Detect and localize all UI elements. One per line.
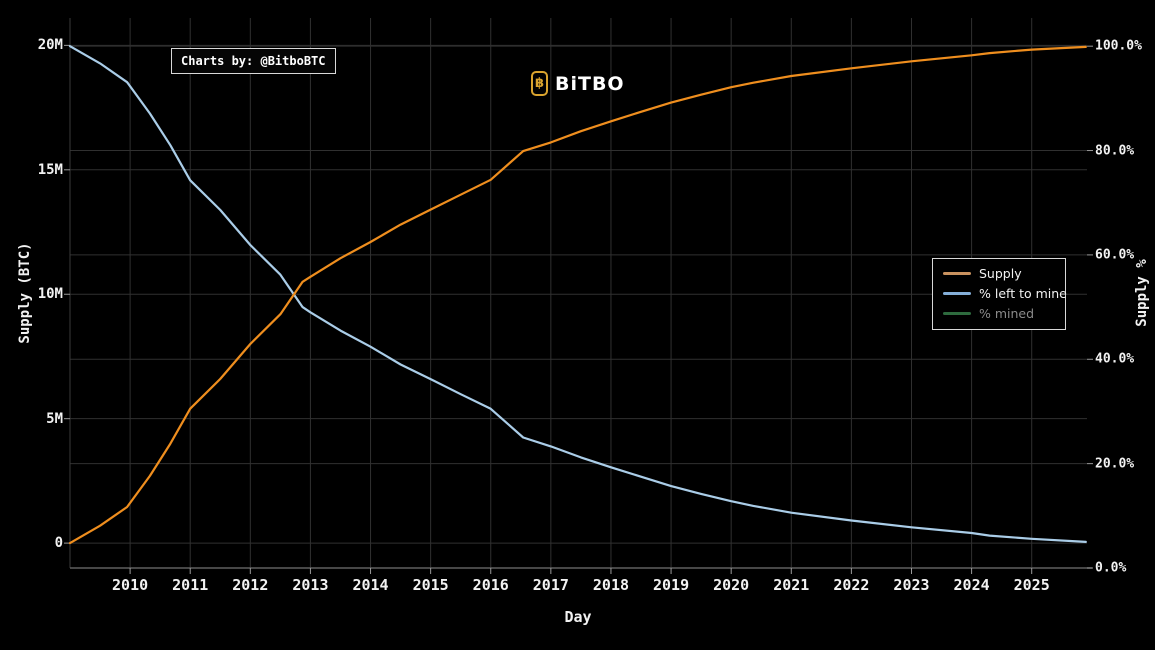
bitbo-logo-text: BiTBO <box>555 72 625 95</box>
legend-label: % left to mine <box>979 286 1067 301</box>
bitbo-logo: ฿ BiTBO <box>531 71 625 96</box>
y-axis-left-title: Supply (BTC) <box>17 242 33 344</box>
legend-item-pct-left-to-mine[interactable]: % left to mine <box>933 286 1067 301</box>
pct-left-to-mine-line <box>68 45 1087 544</box>
legend-label: Supply <box>979 266 1022 281</box>
pct-mined-line-swatch <box>943 312 971 315</box>
bitcoin-coin-icon: ฿ <box>531 71 548 96</box>
supply-line-swatch <box>943 272 971 275</box>
legend-item-pct-mined[interactable]: % mined <box>933 306 1065 321</box>
legend-label: % mined <box>979 306 1035 321</box>
pct-left-line-swatch <box>943 292 971 295</box>
watermark-credit: Charts by: @BitboBTC <box>171 48 336 74</box>
x-axis-title: Day <box>564 608 592 626</box>
legend: Supply % left to mine % mined <box>932 258 1067 330</box>
legend-item-supply[interactable]: Supply <box>933 266 1065 281</box>
watermark-text: Charts by: @BitboBTC <box>181 54 326 68</box>
y-axis-right-title: Supply % <box>1134 259 1150 327</box>
supply-line <box>68 45 1087 545</box>
